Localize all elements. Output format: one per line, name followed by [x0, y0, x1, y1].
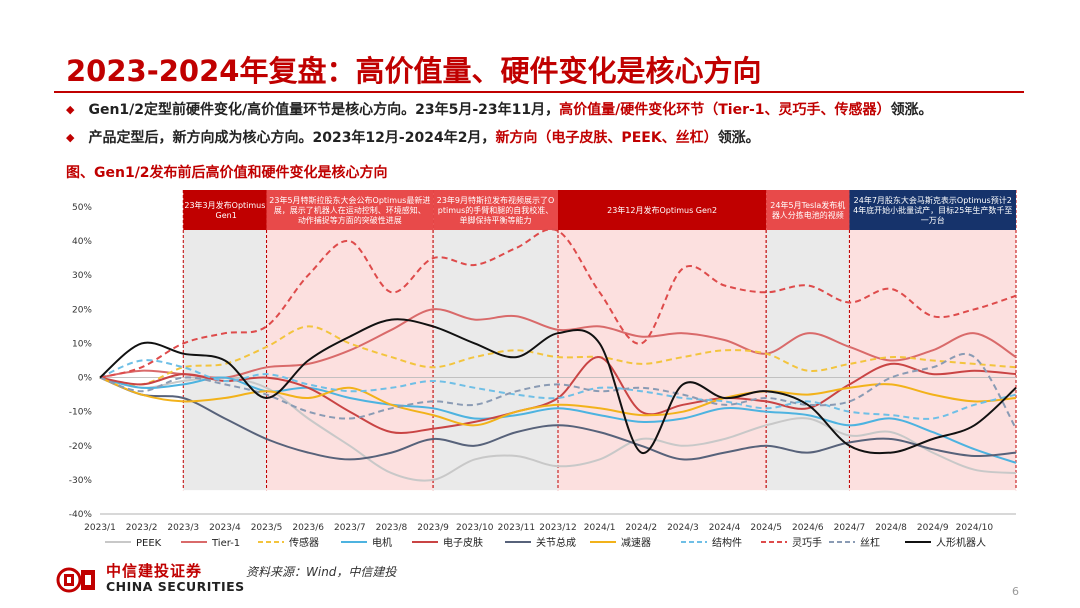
x-tick-label: 2023/3 [167, 523, 199, 533]
event-label-box-1 [183, 190, 267, 230]
y-tick-label: 40% [72, 237, 92, 247]
series-line-PEEK [99, 376, 1017, 482]
figure-caption: 图、Gen1/2发布前后高价值和硬件变化是核心方向 [66, 165, 388, 181]
y-tick-label: -40% [69, 510, 93, 520]
series-line-传感器 [99, 325, 1017, 386]
legend-label-PEEK: PEEK [136, 538, 162, 549]
event-band-5 [766, 230, 850, 491]
legend-label-传感器: 传感器 [289, 536, 319, 549]
bullet-2-text: 产品定型后，新方向成为核心方向。2023年12月-2024年2月， [88, 130, 496, 146]
legend-label-灵巧手: 灵巧手 [792, 536, 822, 549]
series-line-Tier-1 [99, 308, 1017, 379]
y-tick-label: 30% [72, 271, 92, 281]
page-number: 6 [1012, 585, 1019, 598]
y-tick-label: -10% [69, 408, 93, 418]
x-tick-label: 2023/12 [539, 523, 576, 533]
x-tick-label: 2023/5 [251, 523, 283, 533]
legend-label-关节总成: 关节总成 [536, 536, 576, 549]
event-label-text-5: 24年5月Tesla发布机器人分拣电池的视频 [770, 200, 845, 220]
series-line-灵巧手 [99, 228, 1017, 379]
event-label-box-5 [766, 190, 850, 230]
x-tick-label: 2023/10 [456, 523, 494, 533]
legend-label-丝杠: 丝杠 [860, 536, 880, 549]
x-tick-label: 2023/4 [209, 523, 241, 533]
event-label-text-2: 23年5月特斯拉股东大会公布Optimus最新进展，展示了机器人在运动控制、环境… [269, 195, 430, 225]
y-tick-label: 10% [72, 339, 92, 349]
x-tick-label: 2023/11 [498, 523, 535, 533]
page-title: 2023-2024年复盘：高价值量、硬件变化是核心方向 [66, 54, 762, 88]
source-note: 资料来源：Wind，中信建投 [246, 565, 397, 579]
legend-label-电子皮肤: 电子皮肤 [443, 536, 483, 549]
bullet-2-tail: 领涨。 [717, 130, 760, 146]
x-tick-label: 2023/1 [84, 523, 116, 533]
brand-name-en: CHINA SECURITIES [106, 579, 245, 594]
x-tick-label: 2024/9 [917, 523, 949, 533]
legend-label-减速器: 减速器 [621, 537, 651, 549]
event-label-text-1: 23年3月发布Optimus Gen1 [184, 200, 265, 220]
y-tick-label: -30% [69, 476, 93, 486]
bullet-1-highlight: 高价值量/硬件变化环节（Tier-1、灵巧手、传感器） [559, 102, 891, 118]
diamond-bullet-icon: ◆ [66, 103, 75, 116]
series-line-丝杠 [99, 352, 1017, 430]
event-band-3 [433, 230, 558, 491]
x-tick-label: 2023/6 [292, 523, 324, 533]
y-tick-label: -20% [69, 442, 93, 452]
event-band-2 [266, 230, 434, 491]
series-line-结构件 [99, 359, 1017, 420]
legend-label-Tier-1: Tier-1 [211, 538, 240, 549]
bullet-2-highlight: 新方向（电子皮肤、PEEK、丝杠） [495, 130, 718, 146]
legend-label-电机: 电机 [372, 536, 392, 549]
event-label-box-3 [433, 190, 558, 230]
diamond-bullet-icon: ◆ [66, 131, 75, 144]
bullet-1-text: Gen1/2定型前硬件变化/高价值量环节是核心方向。23年5月-23年11月， [88, 102, 560, 118]
x-tick-label: 2024/10 [956, 523, 994, 533]
event-band-4 [558, 230, 767, 491]
event-label-text-6: 24年7月股东大会马斯克表示Optimus预计2 4年底开始小批量试产，目标25年… [853, 195, 1012, 225]
event-label-text-4: 23年12月发布Optimus Gen2 [607, 205, 717, 215]
bullet-2: ◆ 产品定型后，新方向成为核心方向。2023年12月-2024年2月，新方向（电子… [66, 127, 760, 147]
y-tick-label: 50% [72, 203, 92, 213]
x-tick-label: 2024/6 [792, 523, 824, 533]
legend-label-人形机器人: 人形机器人 [936, 536, 986, 549]
x-tick-label: 2024/7 [834, 523, 866, 533]
x-tick-label: 2024/2 [625, 523, 657, 533]
x-tick-label: 2024/5 [750, 523, 782, 533]
event-label-box-6 [849, 190, 1016, 230]
x-tick-label: 2023/2 [126, 523, 158, 533]
brand-name-cn: 中信建投证券 [106, 562, 203, 580]
x-tick-label: 2024/8 [875, 523, 907, 533]
x-tick-label: 2024/4 [709, 523, 741, 533]
series-line-电机 [99, 376, 1017, 464]
series-line-电子皮肤 [99, 356, 1017, 435]
x-tick-label: 2023/7 [334, 523, 366, 533]
title-divider [54, 91, 1024, 93]
x-tick-label: 2024/3 [667, 523, 699, 533]
x-tick-label: 2023/8 [376, 523, 408, 533]
series-line-关节总成 [99, 376, 1017, 461]
bullet-1-tail: 领涨。 [890, 102, 933, 118]
series-line-人形机器人 [99, 318, 1017, 455]
legend-label-结构件: 结构件 [712, 536, 742, 549]
event-label-text-3: 23年9月特斯拉发布视频展示了O ptimus的手臂和腿的自我校准、单脚保持平衡等… [437, 195, 555, 225]
citic-logo-icon [56, 567, 95, 593]
event-label-box-2 [266, 190, 434, 230]
x-tick-label: 2023/9 [417, 523, 449, 533]
event-label-box-4 [558, 190, 767, 230]
bullet-1: ◆ Gen1/2定型前硬件变化/高价值量环节是核心方向。23年5月-23年11月，… [66, 99, 933, 119]
x-tick-label: 2024/1 [584, 523, 616, 533]
y-tick-label: 0% [78, 374, 93, 384]
y-tick-label: 20% [72, 305, 92, 315]
